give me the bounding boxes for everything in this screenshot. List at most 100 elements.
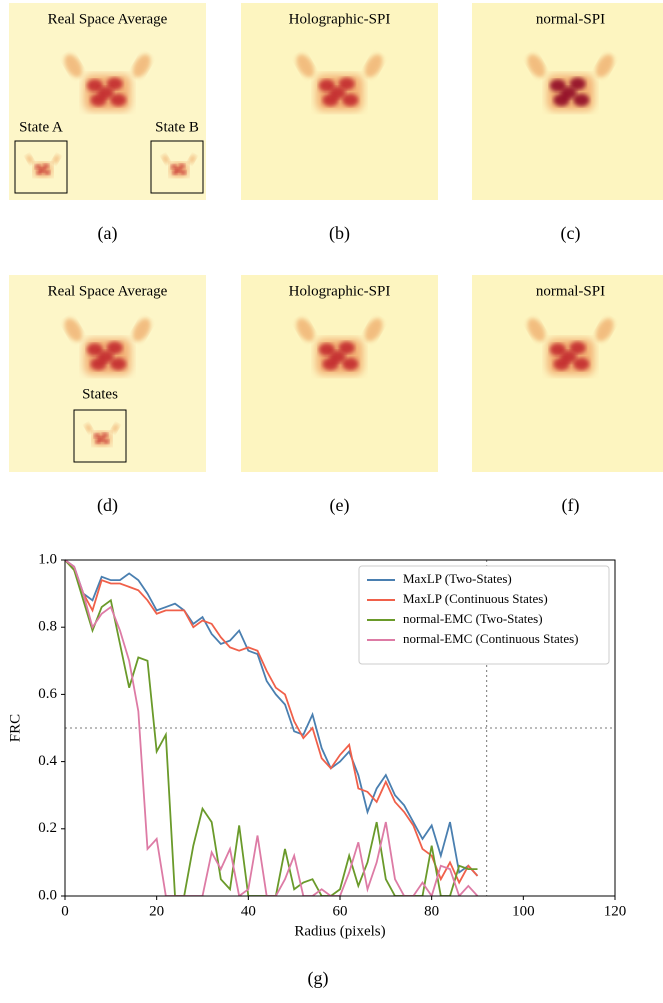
x-tick-label: 0 — [61, 903, 69, 919]
density — [162, 154, 170, 164]
inset-label: State A — [19, 119, 63, 135]
legend-label: normal-EMC (Two-States) — [403, 611, 543, 626]
density — [595, 318, 614, 342]
y-tick-label: 0.4 — [38, 753, 57, 769]
density — [342, 93, 359, 107]
inset-label: States — [82, 386, 118, 402]
panel-caption: (e) — [330, 495, 350, 516]
density — [296, 318, 315, 342]
density — [573, 93, 590, 107]
x-axis-label: Radius (pixels) — [294, 923, 385, 939]
density — [342, 357, 359, 371]
density — [132, 54, 151, 78]
panel-title: Holographic-SPI — [289, 11, 391, 27]
x-tick-label: 40 — [241, 903, 256, 919]
density — [110, 357, 127, 371]
density — [527, 54, 546, 78]
y-tick-label: 0.2 — [38, 820, 57, 836]
density — [44, 170, 51, 175]
density — [296, 54, 315, 78]
image-panel: Holographic-SPI (e) — [241, 275, 438, 516]
x-tick-label: 60 — [333, 903, 348, 919]
image-panel: Real Space Average (a) State A State B — [9, 3, 206, 244]
y-tick-label: 0.0 — [38, 887, 57, 903]
density — [101, 432, 108, 438]
inset-label: State B — [155, 119, 199, 135]
panel-title: normal-SPI — [536, 283, 605, 299]
x-tick-label: 80 — [424, 903, 439, 919]
panel-caption: (b) — [329, 223, 350, 244]
density — [86, 343, 103, 356]
density — [549, 343, 567, 356]
density — [93, 433, 101, 439]
chart-caption: (g) — [308, 968, 329, 989]
legend-box — [358, 565, 610, 665]
density — [64, 54, 83, 78]
density — [178, 163, 185, 169]
series-line — [65, 559, 479, 885]
density — [106, 77, 123, 91]
plot-frame — [64, 559, 616, 897]
density — [86, 79, 103, 92]
panel-caption: (c) — [561, 223, 581, 244]
panel-caption: (d) — [97, 495, 118, 516]
density — [97, 350, 114, 364]
density — [527, 318, 546, 342]
density — [549, 79, 567, 92]
density — [318, 343, 335, 356]
density — [569, 77, 586, 91]
density — [560, 86, 577, 100]
density — [188, 154, 196, 164]
density — [338, 77, 355, 91]
density — [180, 170, 187, 175]
density — [569, 341, 586, 355]
density — [338, 341, 355, 355]
panel-caption: (f) — [562, 495, 580, 516]
density — [595, 54, 614, 78]
panel-title: Real Space Average — [48, 283, 168, 299]
density — [364, 54, 383, 78]
y-tick-label: 0.8 — [38, 619, 57, 635]
series-line — [65, 559, 479, 896]
density — [110, 93, 127, 107]
density — [170, 164, 178, 170]
panel-title: Holographic-SPI — [289, 283, 391, 299]
density — [560, 350, 577, 364]
y-tick-label: 1.0 — [38, 551, 57, 567]
inset-box — [73, 409, 127, 463]
legend-label: normal-EMC (Continuous States) — [403, 631, 579, 646]
series-line — [65, 559, 478, 896]
image-panel: normal-SPI (c) — [472, 3, 663, 244]
density — [39, 167, 46, 173]
y-tick-label: 0.6 — [38, 686, 57, 702]
density — [52, 154, 60, 164]
series-line — [65, 559, 479, 877]
density — [85, 423, 93, 433]
x-tick-label: 100 — [512, 903, 535, 919]
image-panel: normal-SPI (f) — [472, 275, 663, 516]
density — [34, 164, 42, 170]
y-axis-label: FRC — [7, 714, 23, 742]
density — [132, 318, 151, 342]
panel-caption: (a) — [98, 223, 118, 244]
density — [97, 86, 114, 100]
density — [111, 423, 119, 433]
density — [573, 357, 590, 371]
x-tick-label: 120 — [604, 903, 627, 919]
density — [329, 86, 346, 100]
density — [329, 350, 346, 364]
density — [318, 79, 335, 92]
panel-title: normal-SPI — [536, 11, 605, 27]
x-tick-label: 20 — [149, 903, 164, 919]
density — [103, 439, 110, 444]
density — [42, 163, 49, 169]
density — [175, 167, 182, 173]
legend-label: MaxLP (Continuous States) — [403, 591, 548, 606]
plot-lines — [65, 559, 479, 896]
panel-title: Real Space Average — [48, 11, 168, 27]
inset-box — [150, 140, 204, 194]
image-panel: Holographic-SPI (b) — [241, 3, 438, 244]
density — [64, 318, 83, 342]
